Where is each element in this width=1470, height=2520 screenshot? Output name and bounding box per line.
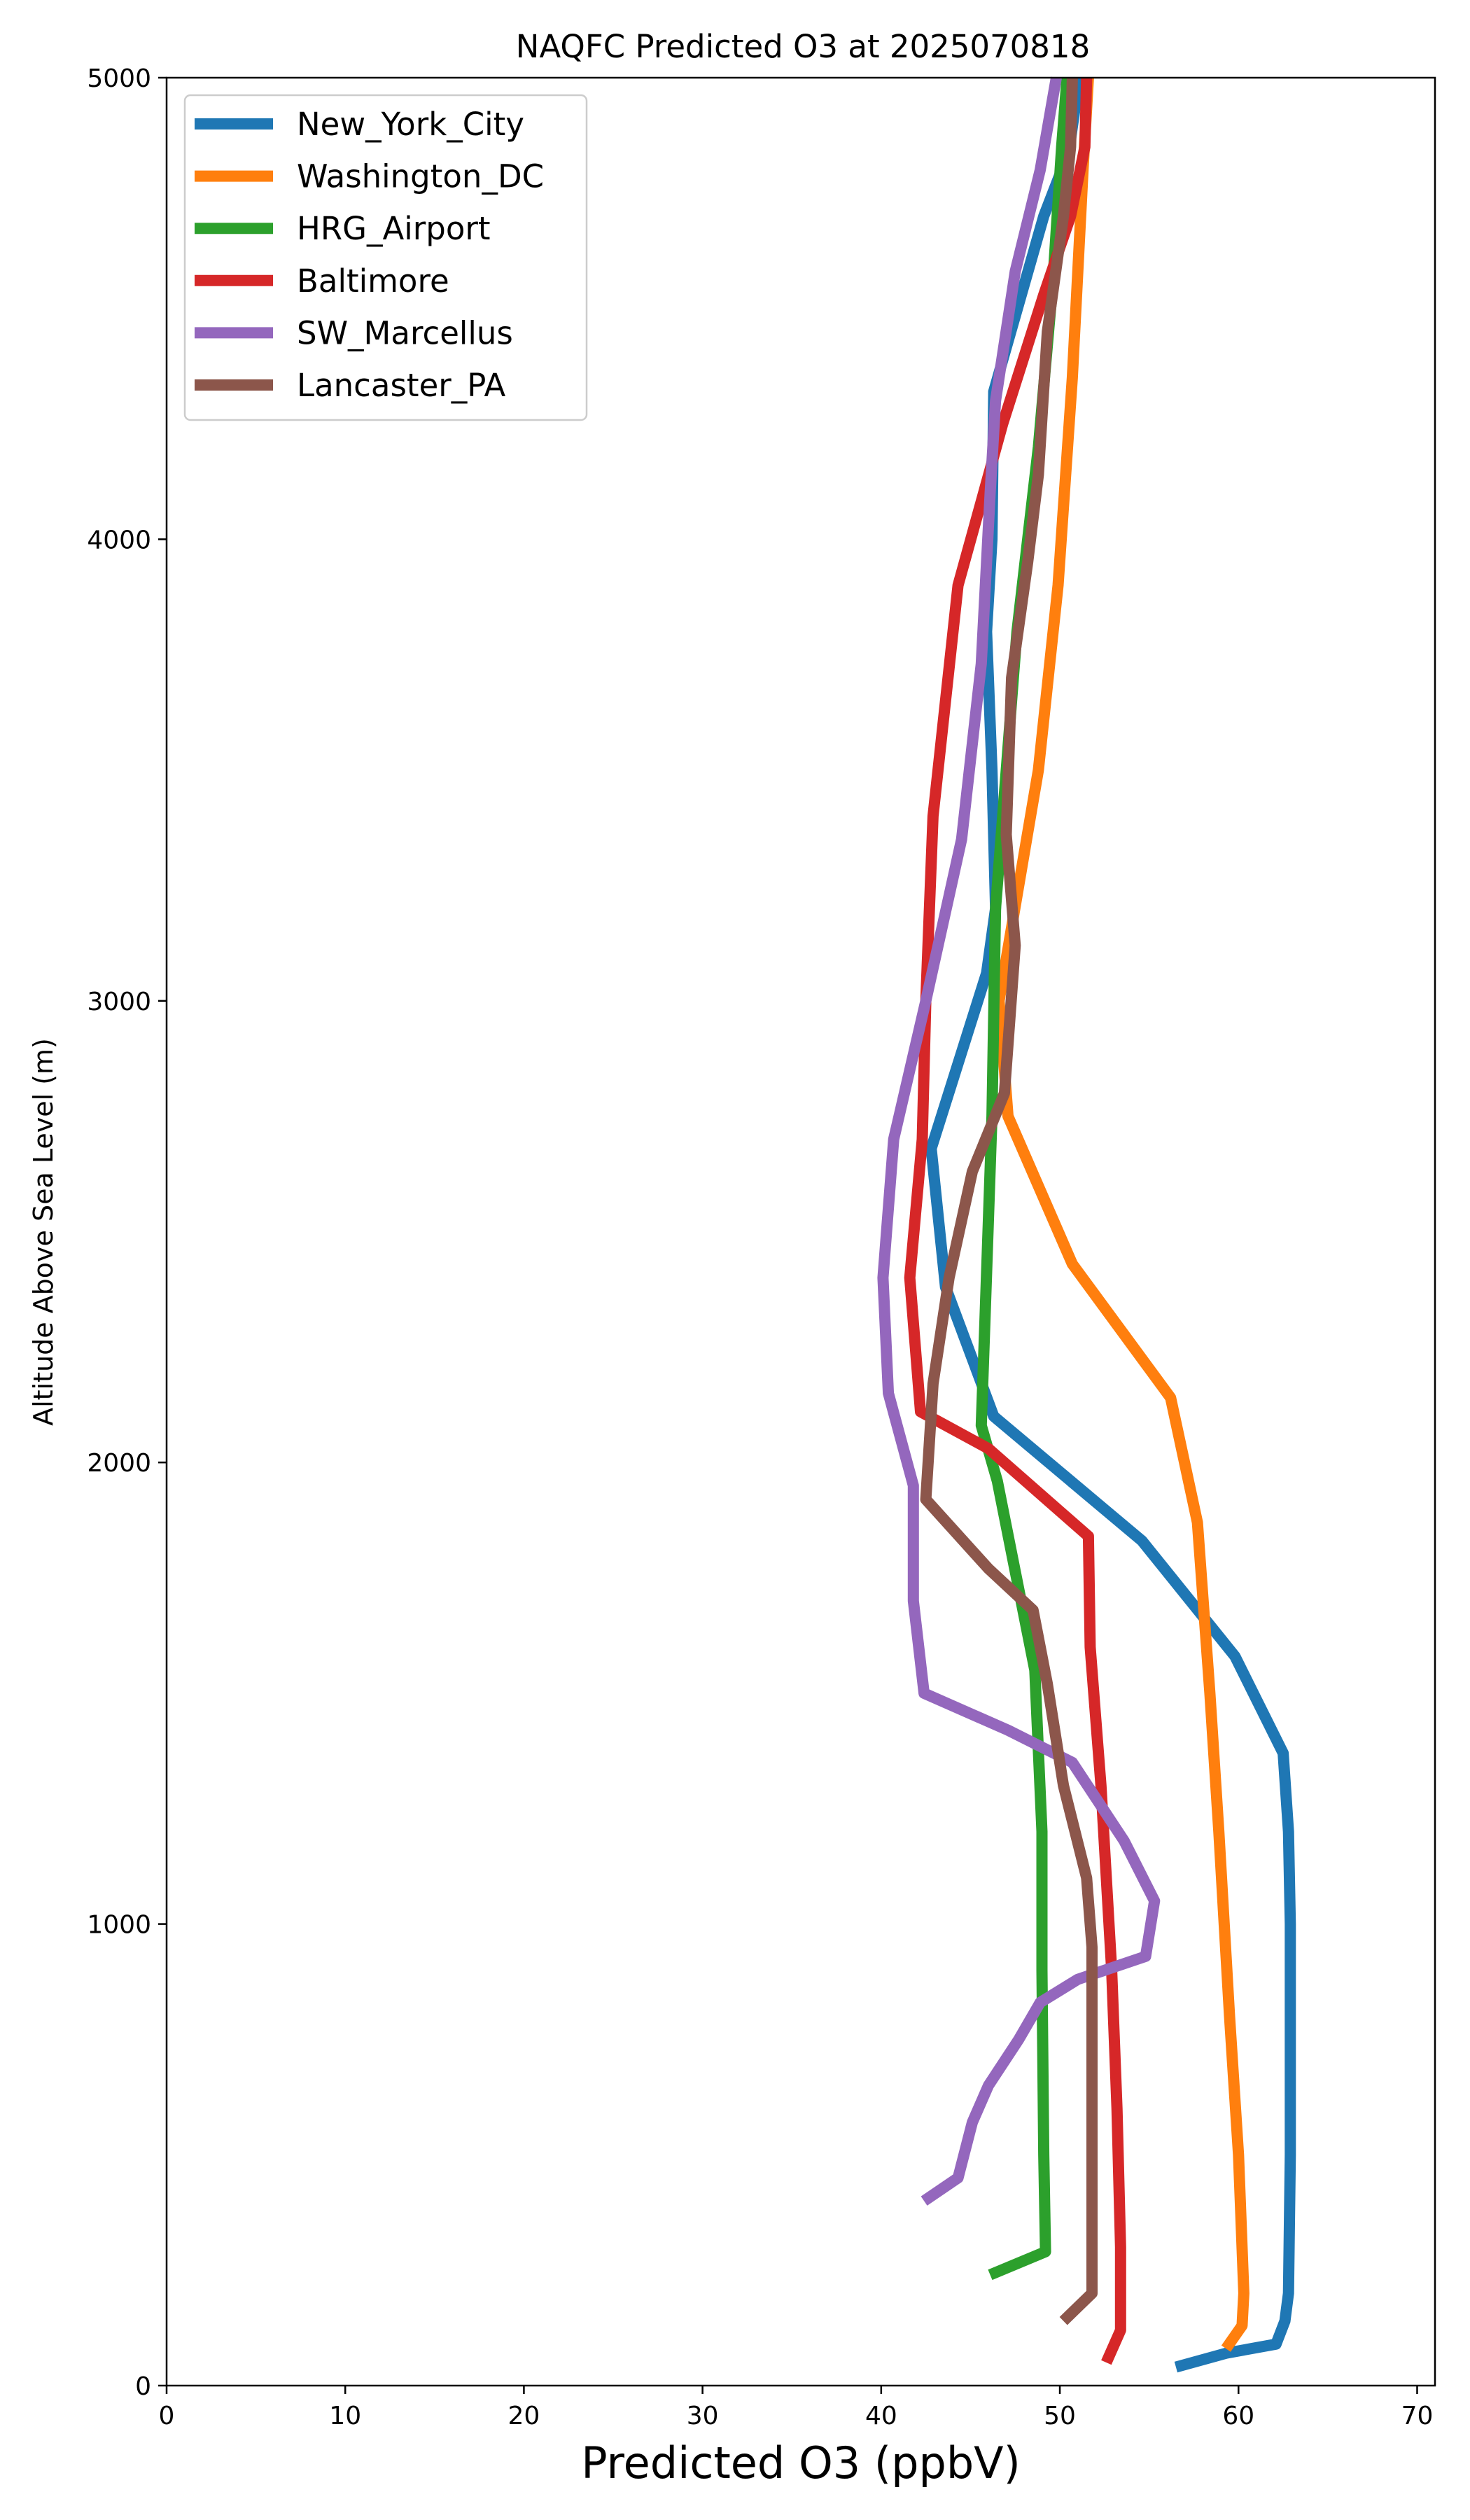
y-tick-label: 4000: [87, 526, 151, 554]
legend-box: [183, 94, 588, 421]
y-tick-label: 2000: [87, 1449, 151, 1478]
y-tick-label: 5000: [87, 64, 151, 93]
series-line-baltimore: [904, 77, 1126, 2365]
legend-label: New_York_City: [297, 106, 524, 143]
x-axis-label: Predicted O3 (ppbV): [581, 2437, 1021, 2488]
y-tick-label: 1000: [87, 1911, 151, 1940]
legend: New_York_City Washington_DC HRG_Airport Bal…: [183, 94, 588, 421]
x-tick-label: 30: [687, 2402, 719, 2430]
x-tick-label: 40: [865, 2402, 897, 2430]
plot-series: [877, 76, 1296, 2373]
y-tick-label: 0: [135, 2372, 151, 2401]
x-tick-label: 50: [1044, 2402, 1076, 2430]
series-line-sw-marcellus: [877, 76, 1161, 2206]
legend-label: Washington_DC: [297, 158, 544, 195]
legend-label: HRG_Airport: [297, 210, 491, 247]
y-tick-label: 3000: [87, 988, 151, 1016]
x-tick-label: 20: [508, 2402, 540, 2430]
x-tick-label: 70: [1401, 2402, 1434, 2430]
legend-label: Baltimore: [297, 262, 449, 300]
plot-axes: 0 10 20 30 40 50 60 70 0 1000 2000 3000 4000 5000: [87, 64, 1433, 2430]
y-axis-label: Altitude Above Sea Level (m): [28, 1038, 59, 1426]
x-tick-label: 0: [159, 2402, 175, 2430]
chart-title: NAQFC Predicted O3 at 2025070818: [516, 28, 1090, 65]
x-tick-label: 10: [329, 2402, 361, 2430]
legend-label: SW_Marcellus: [297, 314, 513, 351]
x-tick-label: 60: [1222, 2402, 1254, 2430]
plot-frame: [165, 76, 1436, 2387]
legend-label: Lancaster_PA: [297, 367, 506, 404]
series-line-washington-dc: [993, 77, 1250, 2352]
series-line-lancaster-pa: [920, 77, 1098, 2325]
